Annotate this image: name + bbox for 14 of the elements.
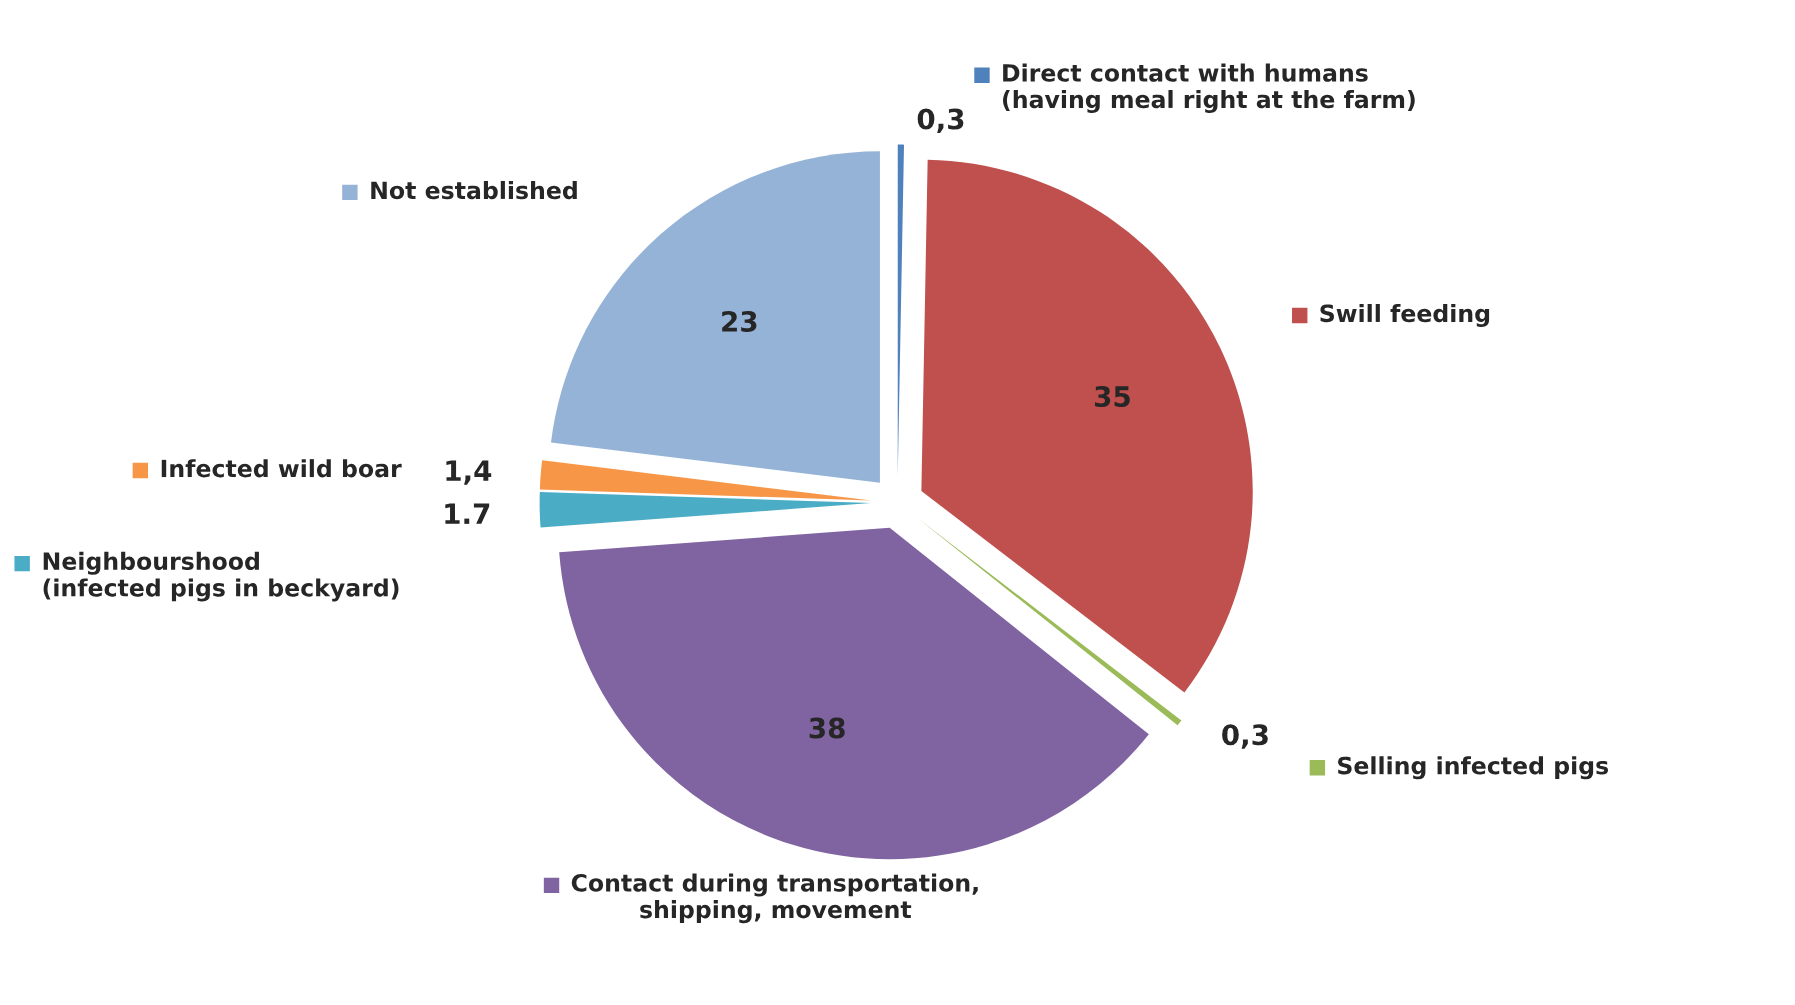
legend-label: Direct contact with humans (having meal right at the farm) — [1003, 63, 1415, 114]
legend-label: Swill feeding — [1320, 303, 1490, 328]
data-label: 35 — [1094, 385, 1130, 407]
data-label: 38 — [809, 717, 845, 739]
data-label: 0,3 — [917, 108, 964, 134]
legend-label: Contact during transportation, shipping, movement — [571, 873, 978, 924]
data-label: 1,4 — [446, 460, 492, 485]
data-label: 1.7 — [445, 503, 490, 524]
legend-label: Selling infected pigs — [1338, 756, 1609, 780]
legend-label: Infected wild boar — [161, 459, 402, 478]
legend-label: Not established — [371, 180, 577, 200]
data-label: 23 — [722, 310, 757, 332]
legend-label: Neighbourshood (infected pigs in beckyard) — [43, 551, 399, 602]
data-label: 0,3 — [1222, 724, 1268, 749]
